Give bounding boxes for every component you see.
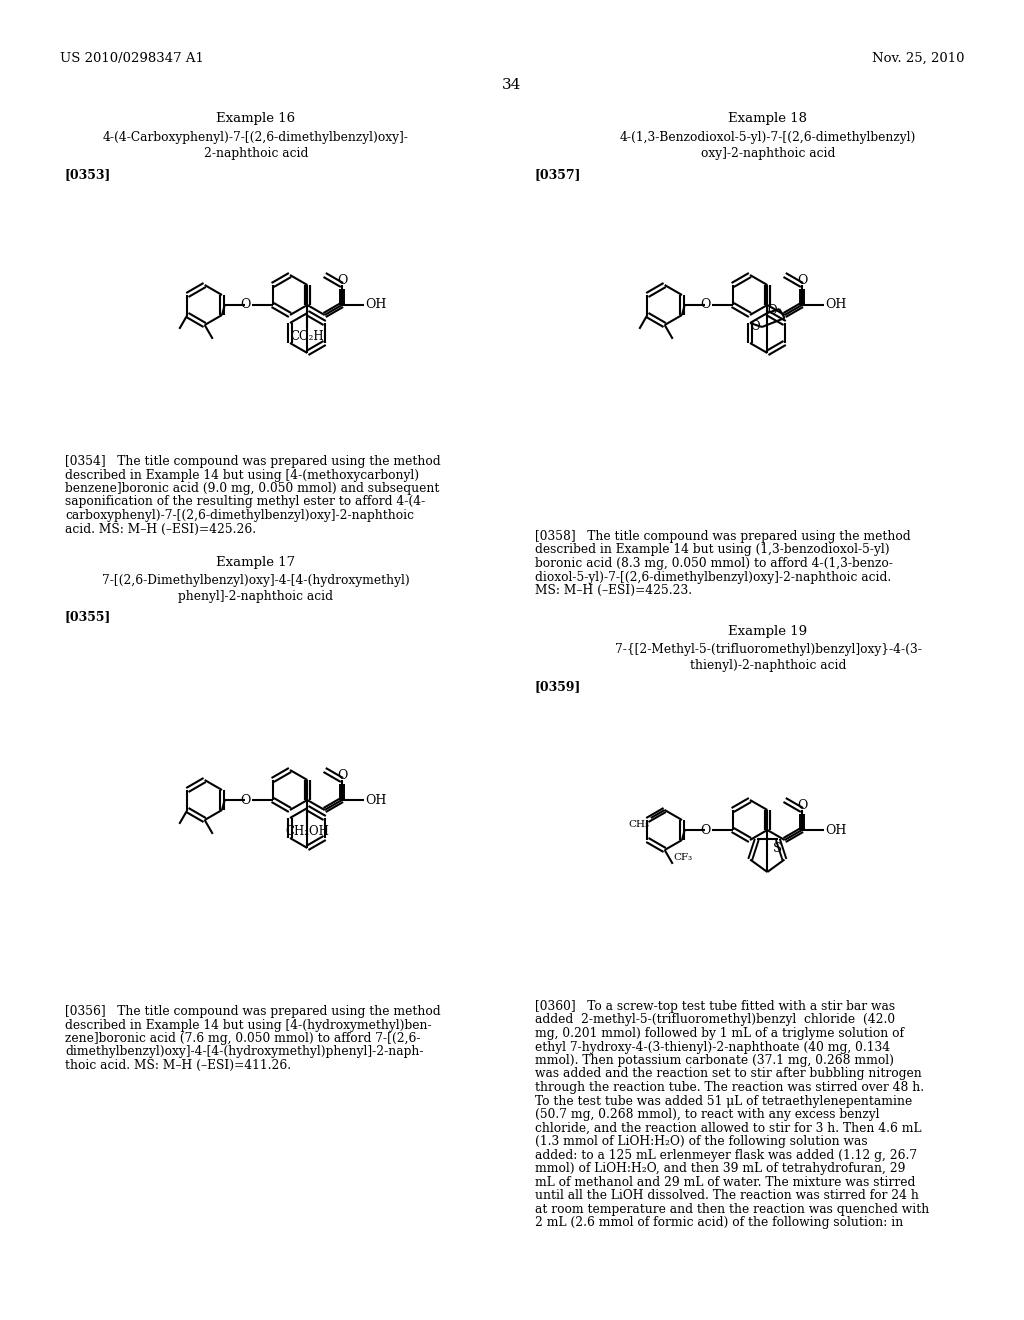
Text: acid. MS: M–H (–ESI)=425.26.: acid. MS: M–H (–ESI)=425.26. — [65, 523, 256, 536]
Text: Example 19: Example 19 — [728, 624, 808, 638]
Text: mmol). Then potassium carbonate (37.1 mg, 0.268 mmol): mmol). Then potassium carbonate (37.1 mg… — [535, 1053, 894, 1067]
Text: oxy]-2-naphthoic acid: oxy]-2-naphthoic acid — [700, 147, 836, 160]
Text: O: O — [768, 304, 777, 317]
Text: described in Example 14 but using [4-(hydroxymethyl)ben-: described in Example 14 but using [4-(hy… — [65, 1019, 432, 1031]
Text: 4-(4-Carboxyphenyl)-7-[(2,6-dimethylbenzyl)oxy]-: 4-(4-Carboxyphenyl)-7-[(2,6-dimethylbenz… — [103, 131, 409, 144]
Text: CF₃: CF₃ — [674, 853, 693, 862]
Text: [0357]: [0357] — [535, 168, 582, 181]
Text: zene]boronic acid (7.6 mg, 0.050 mmol) to afford 7-[(2,6-: zene]boronic acid (7.6 mg, 0.050 mmol) t… — [65, 1032, 421, 1045]
Text: [0358]   The title compound was prepared using the method: [0358] The title compound was prepared u… — [535, 531, 910, 543]
Text: chloride, and the reaction allowed to stir for 3 h. Then 4.6 mL: chloride, and the reaction allowed to st… — [535, 1122, 922, 1134]
Text: O: O — [700, 824, 711, 837]
Text: To the test tube was added 51 μL of tetraethylenepentamine: To the test tube was added 51 μL of tetr… — [535, 1094, 912, 1107]
Text: CH₂OH: CH₂OH — [286, 825, 330, 838]
Text: O: O — [797, 799, 807, 812]
Text: OH: OH — [365, 793, 386, 807]
Text: OH: OH — [825, 298, 847, 312]
Text: MS: M–H (–ESI)=425.23.: MS: M–H (–ESI)=425.23. — [535, 583, 692, 597]
Text: dioxol-5-yl)-7-[(2,6-dimethylbenzyl)oxy]-2-naphthoic acid.: dioxol-5-yl)-7-[(2,6-dimethylbenzyl)oxy]… — [535, 570, 891, 583]
Text: [0360]   To a screw-top test tube fitted with a stir bar was: [0360] To a screw-top test tube fitted w… — [535, 1001, 895, 1012]
Text: OH: OH — [365, 298, 386, 312]
Text: OH: OH — [825, 824, 847, 837]
Text: O: O — [700, 298, 711, 312]
Text: 4-(1,3-Benzodioxol-5-yl)-7-[(2,6-dimethylbenzyl): 4-(1,3-Benzodioxol-5-yl)-7-[(2,6-dimethy… — [620, 131, 916, 144]
Text: was added and the reaction set to stir after bubbling nitrogen: was added and the reaction set to stir a… — [535, 1068, 922, 1081]
Text: 7-{[2-Methyl-5-(trifluoromethyl)benzyl]oxy}-4-(3-: 7-{[2-Methyl-5-(trifluoromethyl)benzyl]o… — [614, 643, 922, 656]
Text: [0359]: [0359] — [535, 680, 582, 693]
Text: 7-[(2,6-Dimethylbenzyl)oxy]-4-[4-(hydroxymethyl): 7-[(2,6-Dimethylbenzyl)oxy]-4-[4-(hydrox… — [102, 574, 410, 587]
Text: [0355]: [0355] — [65, 610, 112, 623]
Text: mL of methanol and 29 mL of water. The mixture was stirred: mL of methanol and 29 mL of water. The m… — [535, 1176, 915, 1188]
Text: O: O — [797, 275, 807, 286]
Text: mg, 0.201 mmol) followed by 1 mL of a triglyme solution of: mg, 0.201 mmol) followed by 1 mL of a tr… — [535, 1027, 904, 1040]
Text: described in Example 14 but using (1,3-benzodioxol-5-yl): described in Example 14 but using (1,3-b… — [535, 544, 890, 557]
Text: benzene]boronic acid (9.0 mg, 0.050 mmol) and subsequent: benzene]boronic acid (9.0 mg, 0.050 mmol… — [65, 482, 439, 495]
Text: Example 16: Example 16 — [216, 112, 296, 125]
Text: CH₃: CH₃ — [629, 820, 650, 829]
Text: thienyl)-2-naphthoic acid: thienyl)-2-naphthoic acid — [690, 659, 846, 672]
Text: mmol) of LiOH:H₂O, and then 39 mL of tetrahydrofuran, 29: mmol) of LiOH:H₂O, and then 39 mL of tet… — [535, 1162, 905, 1175]
Text: (50.7 mg, 0.268 mmol), to react with any excess benzyl: (50.7 mg, 0.268 mmol), to react with any… — [535, 1107, 880, 1121]
Text: Example 17: Example 17 — [216, 556, 296, 569]
Text: added  2-methyl-5-(trifluoromethyl)benzyl  chloride  (42.0: added 2-methyl-5-(trifluoromethyl)benzyl… — [535, 1014, 895, 1027]
Text: Example 18: Example 18 — [728, 112, 808, 125]
Text: saponification of the resulting methyl ester to afford 4-(4-: saponification of the resulting methyl e… — [65, 495, 425, 508]
Text: O: O — [241, 298, 251, 312]
Text: (1.3 mmol of LiOH:H₂O) of the following solution was: (1.3 mmol of LiOH:H₂O) of the following … — [535, 1135, 867, 1148]
Text: 34: 34 — [503, 78, 521, 92]
Text: O: O — [337, 275, 347, 286]
Text: carboxyphenyl)-7-[(2,6-dimethylbenzyl)oxy]-2-naphthoic: carboxyphenyl)-7-[(2,6-dimethylbenzyl)ox… — [65, 510, 414, 521]
Text: through the reaction tube. The reaction was stirred over 48 h.: through the reaction tube. The reaction … — [535, 1081, 924, 1094]
Text: described in Example 14 but using [4-(methoxycarbonyl): described in Example 14 but using [4-(me… — [65, 469, 419, 482]
Text: ethyl 7-hydroxy-4-(3-thienyl)-2-naphthoate (40 mg, 0.134: ethyl 7-hydroxy-4-(3-thienyl)-2-naphthoa… — [535, 1040, 890, 1053]
Text: [0354]   The title compound was prepared using the method: [0354] The title compound was prepared u… — [65, 455, 440, 469]
Text: O: O — [337, 770, 347, 781]
Text: [0356]   The title compound was prepared using the method: [0356] The title compound was prepared u… — [65, 1005, 440, 1018]
Text: S: S — [773, 842, 782, 855]
Text: until all the LiOH dissolved. The reaction was stirred for 24 h: until all the LiOH dissolved. The reacti… — [535, 1189, 919, 1203]
Text: CO₂H: CO₂H — [291, 330, 325, 343]
Text: at room temperature and then the reaction was quenched with: at room temperature and then the reactio… — [535, 1203, 929, 1216]
Text: O: O — [751, 319, 760, 333]
Text: dimethylbenzyl)oxy]-4-[4-(hydroxymethyl)phenyl]-2-naph-: dimethylbenzyl)oxy]-4-[4-(hydroxymethyl)… — [65, 1045, 424, 1059]
Text: thoic acid. MS: M–H (–ESI)=411.26.: thoic acid. MS: M–H (–ESI)=411.26. — [65, 1059, 291, 1072]
Text: boronic acid (8.3 mg, 0.050 mmol) to afford 4-(1,3-benzo-: boronic acid (8.3 mg, 0.050 mmol) to aff… — [535, 557, 893, 570]
Text: [0353]: [0353] — [65, 168, 112, 181]
Text: O: O — [241, 793, 251, 807]
Text: phenyl]-2-naphthoic acid: phenyl]-2-naphthoic acid — [178, 590, 334, 603]
Text: 2 mL (2.6 mmol of formic acid) of the following solution: in: 2 mL (2.6 mmol of formic acid) of the fo… — [535, 1216, 903, 1229]
Text: 2-naphthoic acid: 2-naphthoic acid — [204, 147, 308, 160]
Text: added: to a 125 mL erlenmeyer flask was added (1.12 g, 26.7: added: to a 125 mL erlenmeyer flask was … — [535, 1148, 918, 1162]
Text: US 2010/0298347 A1: US 2010/0298347 A1 — [60, 51, 204, 65]
Text: Nov. 25, 2010: Nov. 25, 2010 — [871, 51, 964, 65]
